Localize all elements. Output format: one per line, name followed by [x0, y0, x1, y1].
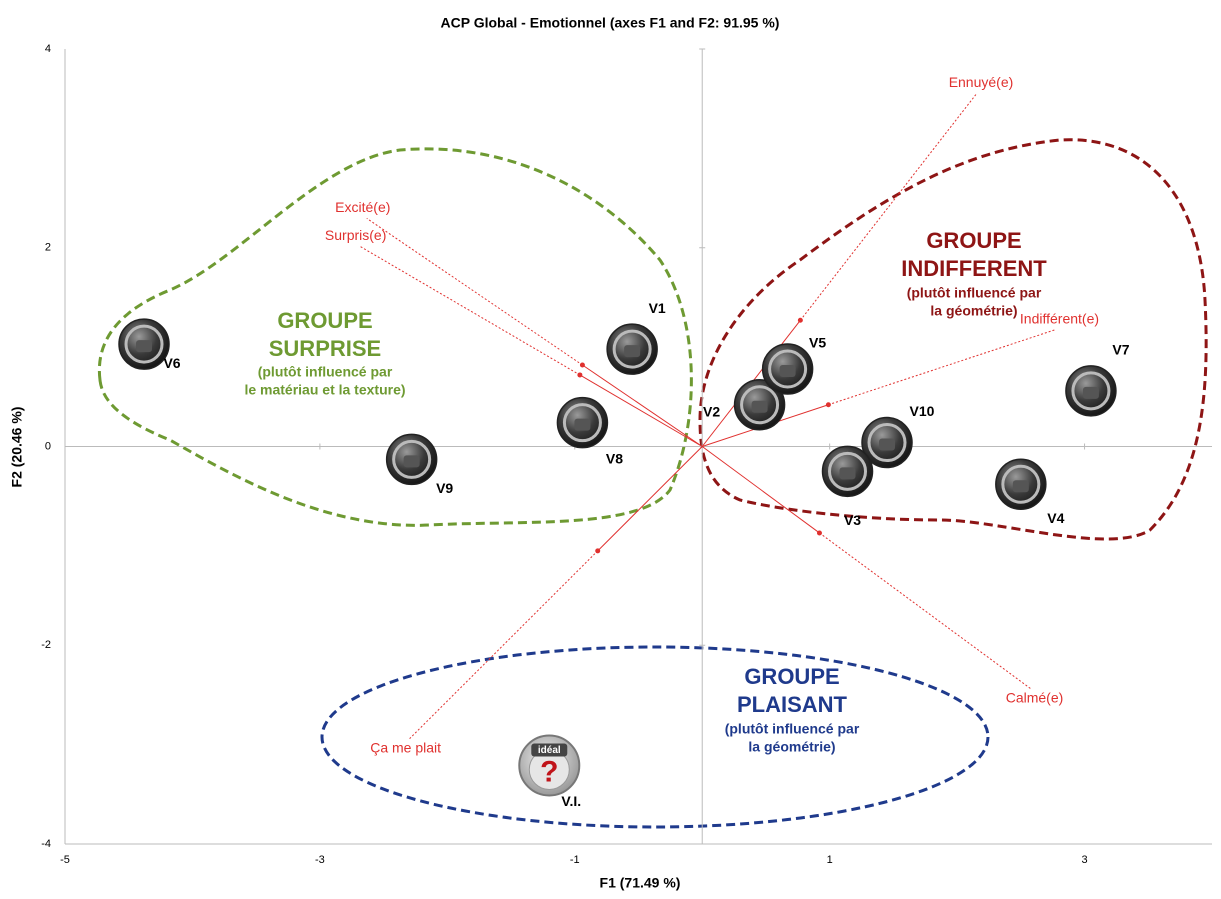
point: idéal? — [518, 734, 581, 797]
point-label: V9 — [436, 480, 453, 496]
vector-extension — [409, 550, 599, 740]
vector-extension — [366, 217, 583, 366]
point-label: V10 — [910, 403, 935, 419]
point-label: V6 — [163, 355, 180, 371]
y-tick-label: 0 — [45, 440, 51, 452]
vector-label: Ça me plait — [370, 739, 441, 755]
x-tick-label: 3 — [1081, 854, 1087, 866]
group-subtitle: (plutôt influencé par — [258, 364, 393, 380]
wheel-hub — [879, 438, 896, 451]
vector-point — [577, 372, 583, 378]
vector-point — [797, 317, 803, 323]
wheel-rim — [867, 423, 907, 463]
point — [995, 458, 1047, 511]
vector-point — [816, 530, 822, 536]
point-label: V8 — [606, 450, 623, 466]
y-tick-label: -4 — [41, 838, 51, 850]
wheel-rim — [1001, 464, 1041, 504]
point-label: V5 — [809, 335, 826, 351]
vector-extension — [359, 245, 581, 376]
group-subtitle: le matériau et la texture) — [244, 382, 405, 398]
wheel-hub — [403, 455, 420, 468]
vector — [597, 446, 703, 552]
y-tick-label: -2 — [41, 639, 51, 651]
vector — [701, 446, 820, 534]
x-tick-label: 1 — [827, 854, 833, 866]
x-tick-label: -3 — [315, 854, 325, 866]
groups: GROUPE SURPRISE (plutôt influencé par le… — [97, 138, 1208, 829]
point — [606, 323, 658, 375]
vector-label: Surpris(e) — [325, 227, 386, 243]
wheel-rim — [612, 329, 652, 369]
vector-point — [595, 548, 601, 554]
point-label: V.I. — [561, 793, 581, 809]
group-subtitle: la géométrie) — [748, 739, 835, 755]
vector-label: Ennuyé(e) — [949, 74, 1014, 90]
vector-point — [825, 402, 831, 408]
wheel-hub — [136, 340, 153, 353]
icon-text: idéal — [538, 745, 561, 756]
wheel-hub — [574, 418, 591, 431]
point-label: V4 — [1047, 510, 1064, 526]
point — [733, 379, 786, 431]
group-subtitle: (plutôt influencé par — [725, 721, 860, 737]
wheel-rim — [828, 451, 868, 491]
group-outline — [698, 138, 1208, 541]
point-label: V7 — [1112, 342, 1129, 358]
wheel-rim — [768, 349, 808, 389]
point — [556, 396, 609, 449]
wheel-rim — [740, 385, 780, 425]
y-tick-label: 2 — [45, 242, 51, 254]
group-subtitle: la géométrie) — [930, 303, 1017, 319]
vector-label: Calmé(e) — [1006, 689, 1064, 705]
point — [761, 343, 814, 395]
vector-extension — [828, 329, 1056, 406]
group-title: GROUPE — [277, 308, 372, 333]
vector-label: Indifférent(e) — [1020, 310, 1099, 326]
wheel-rim — [124, 324, 164, 364]
group-outline — [97, 147, 693, 527]
point — [1065, 365, 1117, 417]
point-label: V2 — [703, 403, 720, 419]
group-title: SURPRISE — [269, 336, 381, 361]
vector — [579, 374, 703, 447]
group-outline — [320, 645, 990, 829]
icon-symbol: ? — [540, 755, 558, 788]
wheel-hub — [624, 345, 641, 358]
group-title: GROUPE — [926, 228, 1021, 253]
vector-point — [579, 362, 585, 368]
wheel-rim — [1071, 371, 1111, 411]
group-subtitle: (plutôt influencé par — [907, 285, 1042, 301]
x-axis-label: F1 (71.49 %) — [600, 875, 681, 891]
wheel-rim — [562, 403, 602, 443]
point — [821, 445, 874, 498]
wheel-hub — [839, 467, 856, 480]
icon-banner — [531, 743, 568, 757]
vector-label: Excité(e) — [335, 199, 390, 215]
x-tick-label: -5 — [60, 854, 70, 866]
point-label: V1 — [649, 300, 666, 316]
point — [385, 433, 438, 486]
wheel-rim — [392, 439, 432, 479]
wheel-hub — [751, 400, 768, 413]
chart-title: ACP Global - Emotionnel (axes F1 and F2:… — [441, 15, 780, 31]
wheel-hub — [1082, 386, 1099, 399]
group-title: PLAISANT — [737, 692, 848, 717]
x-tick-label: -1 — [570, 854, 580, 866]
group-title: GROUPE — [744, 664, 839, 689]
point — [118, 318, 170, 370]
group-title: INDIFFERENT — [901, 256, 1047, 281]
wheel-hub — [779, 364, 796, 377]
y-axis-label: F2 (20.46 %) — [9, 407, 25, 488]
point-label: V3 — [844, 512, 861, 528]
vector — [582, 364, 703, 447]
point — [861, 416, 913, 469]
wheel-hub — [1012, 480, 1029, 493]
y-tick-label: 4 — [45, 43, 51, 55]
